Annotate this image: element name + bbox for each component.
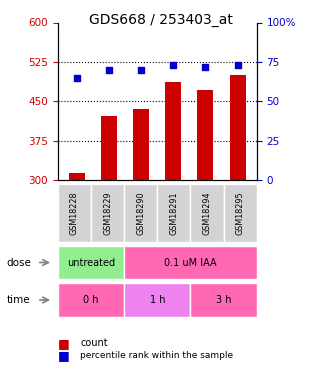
Text: count: count	[80, 338, 108, 348]
Bar	[101, 116, 117, 338]
Text: GSM18229: GSM18229	[103, 191, 112, 235]
Point	[235, 62, 240, 68]
Point	[171, 62, 176, 68]
Bar	[91, 184, 124, 242]
Point	[203, 64, 208, 70]
Text: GSM18228: GSM18228	[70, 191, 79, 235]
Bar	[124, 184, 157, 242]
Text: GSM18294: GSM18294	[203, 191, 212, 235]
Text: 3 h: 3 h	[216, 295, 231, 305]
Bar	[124, 246, 257, 279]
Bar	[58, 184, 91, 242]
Text: untreated: untreated	[67, 258, 115, 267]
Point	[107, 67, 112, 73]
Bar	[58, 246, 124, 279]
Bar	[230, 75, 246, 338]
Text: GSM18295: GSM18295	[236, 191, 245, 235]
Bar	[133, 109, 149, 338]
Point	[139, 67, 144, 73]
Point	[74, 75, 80, 81]
Bar	[197, 90, 213, 338]
Text: dose: dose	[6, 258, 31, 267]
Text: percentile rank within the sample: percentile rank within the sample	[80, 351, 233, 360]
Bar	[165, 82, 181, 338]
Bar	[190, 184, 224, 242]
Bar	[69, 173, 85, 338]
Bar	[58, 283, 124, 317]
Text: GSM18290: GSM18290	[136, 191, 145, 235]
Text: time: time	[6, 295, 30, 305]
Bar	[157, 184, 190, 242]
Text: 0.1 uM IAA: 0.1 uM IAA	[164, 258, 217, 267]
Text: GDS668 / 253403_at: GDS668 / 253403_at	[89, 13, 232, 27]
Bar	[124, 283, 190, 317]
Bar	[190, 283, 257, 317]
Text: 1 h: 1 h	[150, 295, 165, 305]
Text: 0 h: 0 h	[83, 295, 99, 305]
Text: GSM18291: GSM18291	[169, 191, 178, 235]
Bar	[224, 184, 257, 242]
Text: ■: ■	[58, 337, 70, 350]
Text: ■: ■	[58, 349, 70, 362]
